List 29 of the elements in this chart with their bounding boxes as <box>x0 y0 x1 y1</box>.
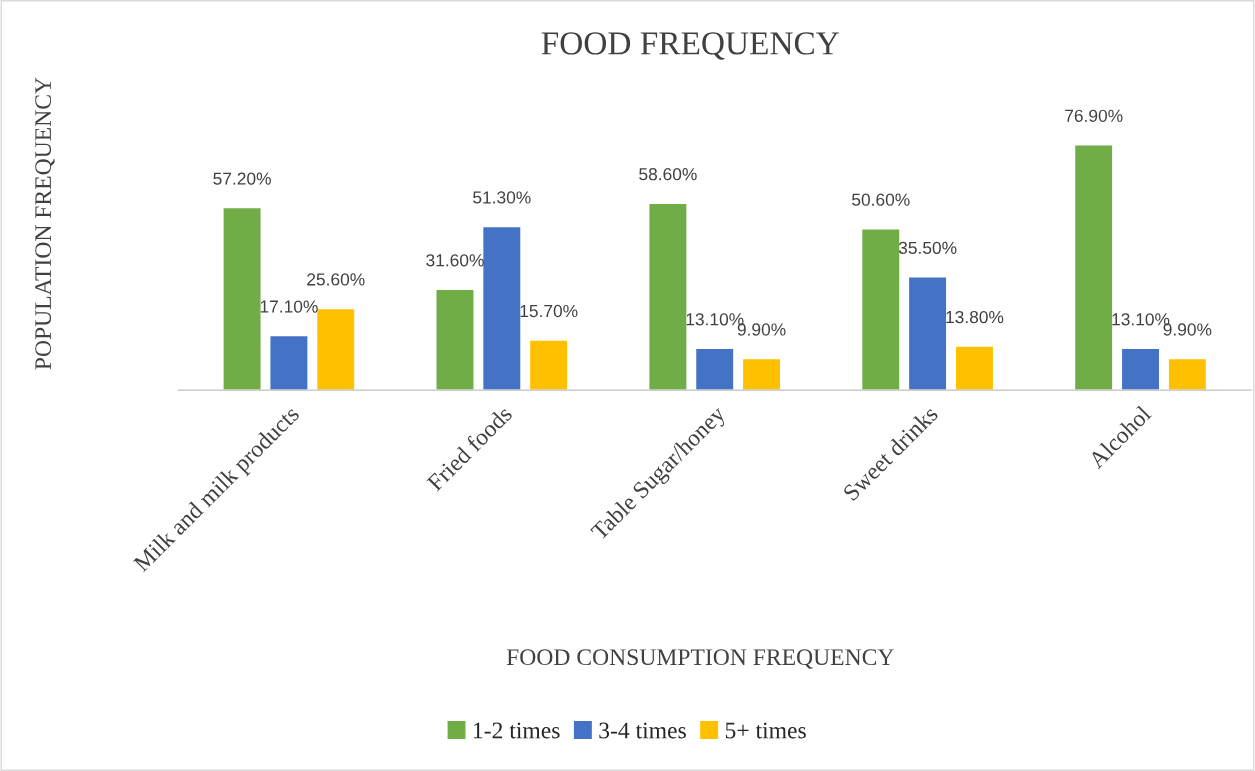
data-label: 17.10% <box>260 300 318 313</box>
data-label: 25.60% <box>307 273 365 286</box>
x-axis-title: FOOD CONSUMPTION FREQUENCY <box>506 649 894 669</box>
legend-label: 3-4 times <box>599 722 686 739</box>
bar <box>269 334 309 391</box>
bar <box>528 339 569 391</box>
bar <box>1167 357 1208 391</box>
data-label: 15.70% <box>520 304 578 318</box>
data-label: 35.50% <box>898 241 957 254</box>
legend-label: 5+ times <box>725 722 806 739</box>
data-label: 50.60% <box>852 193 910 206</box>
bar <box>954 345 995 391</box>
y-axis-title: POPULATION FREQUENCY <box>35 77 55 370</box>
data-label: 13.80% <box>946 310 1004 324</box>
data-label: 51.30% <box>473 191 531 204</box>
bar <box>1073 144 1114 391</box>
bar <box>1120 347 1161 391</box>
legend-label: 1-2 times <box>473 722 560 739</box>
bar <box>694 347 735 391</box>
data-label: 76.90% <box>1065 109 1123 122</box>
bar <box>222 206 262 391</box>
data-label: 58.60% <box>639 168 697 181</box>
bar <box>435 288 475 391</box>
bar <box>907 276 948 391</box>
bar <box>741 357 782 391</box>
data-label: 57.20% <box>213 172 271 185</box>
chart-title: FOOD FREQUENCY <box>541 32 839 60</box>
bar <box>860 228 901 391</box>
bar <box>648 202 688 391</box>
